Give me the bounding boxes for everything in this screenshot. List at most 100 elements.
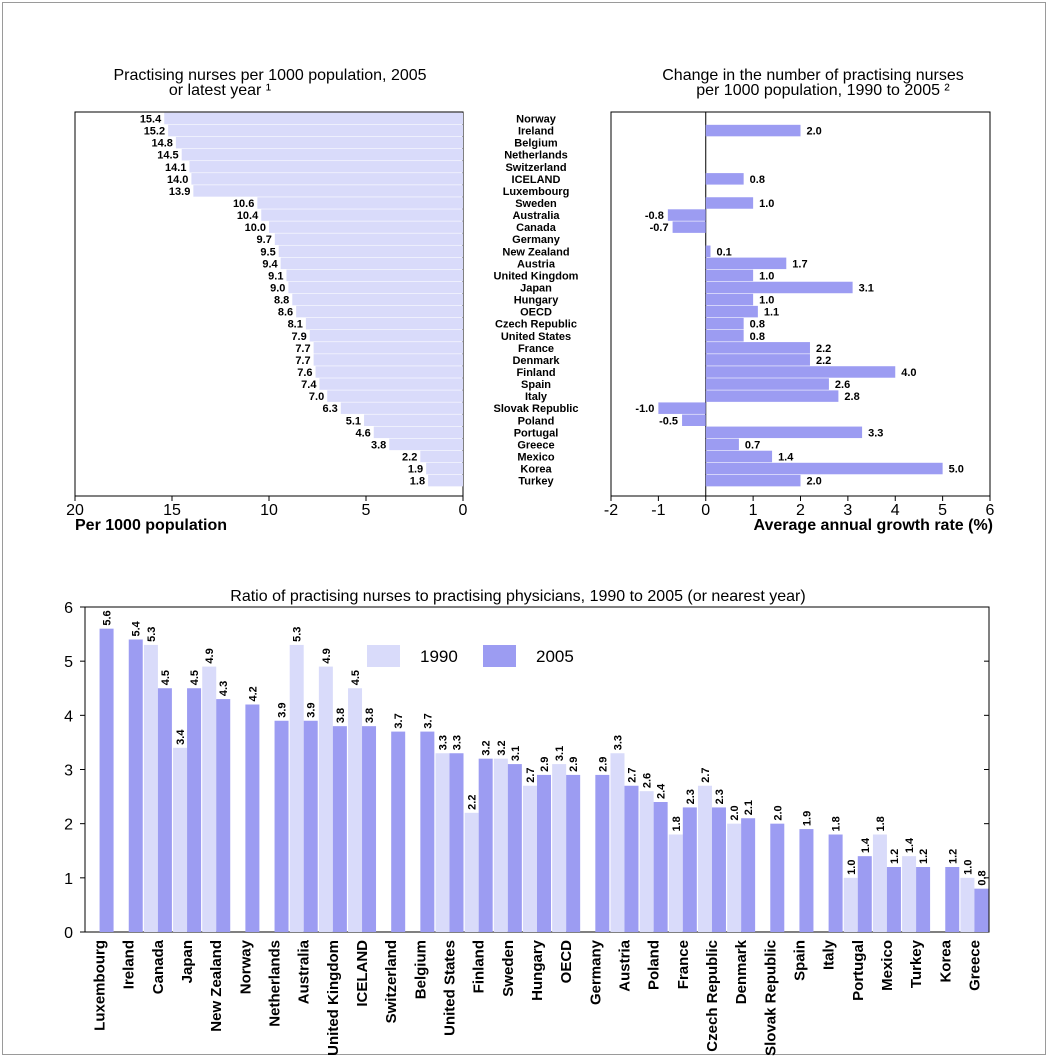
ratio-value-label-2005: 5.6 — [102, 610, 114, 625]
ratio-value-label-1990: 5.3 — [292, 627, 304, 642]
ratio-value-label-1990: 3.2 — [496, 740, 508, 755]
ratio-value-label-1990: 3.4 — [175, 729, 187, 745]
growth-bar-poland — [682, 414, 706, 426]
density-value-label: 15.4 — [140, 114, 162, 126]
density-chart-subtitle: or latest year ¹ — [169, 82, 271, 99]
growth-value-label: 1.1 — [764, 307, 779, 319]
density-value-label: 3.8 — [371, 439, 386, 451]
density-bar-oecd — [296, 305, 463, 318]
ratio-x-label-canada: Canada — [150, 939, 167, 994]
ratio-y-tick-label: 3 — [64, 763, 73, 780]
ratio-x-label-greece: Greece — [966, 940, 983, 991]
ratio-y-tick-label: 2 — [64, 817, 73, 834]
density-bar-spain — [319, 378, 463, 390]
ratio-value-label-1990: 3.1 — [554, 746, 566, 761]
ratio-value-label-2005: 4.3 — [218, 681, 230, 696]
growth-bar-greece — [705, 438, 739, 451]
density-value-label: 9.0 — [270, 282, 285, 294]
ratio-value-label-2005: 2.3 — [685, 789, 697, 804]
growth-bar-oecd — [705, 305, 758, 318]
ratio-value-label-2005: 5.4 — [131, 620, 143, 636]
growth-bar-hungary — [705, 293, 754, 306]
ratio-bar-1990-turkey — [902, 856, 917, 932]
ratio-bar-1990-denmark — [727, 823, 742, 932]
density-bar-turkey — [428, 474, 463, 487]
density-value-label: 8.8 — [274, 295, 289, 307]
growth-value-label: 4.0 — [901, 367, 916, 379]
country-label-korea: Korea — [520, 464, 552, 476]
ratio-value-label-1990: 3.3 — [612, 735, 624, 750]
ratio-x-label-norway: Norway — [237, 939, 254, 994]
ratio-bar-2005-united-states — [449, 753, 464, 932]
ratio-value-label-2005: 2.4 — [656, 783, 668, 799]
growth-bar-slovak-republic — [658, 402, 706, 414]
country-label-luxembourg: Luxembourg — [503, 186, 570, 198]
growth-value-label: -0.8 — [645, 210, 664, 222]
density-x-axis-label: Per 1000 population — [75, 517, 227, 534]
density-bar-italy — [327, 390, 463, 402]
country-label-france: France — [518, 343, 554, 355]
growth-chart-title: Change in the number of practising nurse… — [662, 67, 964, 84]
country-label-united-kingdom: United Kingdom — [494, 270, 579, 282]
density-bar-austria — [280, 257, 463, 270]
growth-value-label: 0.1 — [716, 246, 731, 258]
ratio-bar-2005-ireland — [128, 639, 143, 932]
ratio-bar-2005-norway — [245, 704, 260, 932]
growth-value-label: 5.0 — [949, 464, 964, 476]
ratio-value-label-2005: 3.9 — [277, 702, 289, 717]
ratio-x-label-spain: Spain — [791, 940, 808, 981]
ratio-bar-2005-korea — [945, 867, 960, 932]
country-label-norway: Norway — [516, 114, 557, 126]
ratio-value-label-1990: 2.7 — [525, 767, 537, 782]
density-value-label: 10.0 — [245, 222, 266, 234]
ratio-bar-1990-new-zealand — [202, 666, 217, 932]
density-value-label: 10.4 — [237, 210, 259, 222]
ratio-value-label-2005: 1.2 — [889, 849, 901, 864]
ratio-value-label-2005: 1.2 — [918, 849, 930, 864]
growth-bar-italy — [705, 390, 839, 402]
density-bar-mexico — [420, 450, 463, 463]
country-label-portugal: Portugal — [514, 427, 559, 439]
ratio-value-label-2005: 2.3 — [714, 789, 726, 804]
ratio-bar-1990-portugal — [843, 877, 858, 932]
ratio-x-label-belgium: Belgium — [412, 940, 429, 999]
country-label-spain: Spain — [521, 379, 551, 391]
ratio-bar-2005-finland — [478, 758, 493, 932]
density-value-label: 14.8 — [151, 138, 172, 150]
ratio-x-label-switzerland: Switzerland — [383, 940, 400, 1023]
ratio-bar-2005-sweden — [507, 764, 522, 932]
ratio-bar-2005-france — [682, 807, 697, 932]
ratio-bar-2005-poland — [653, 802, 668, 932]
ratio-value-label-1990: 4.9 — [321, 648, 333, 663]
density-bar-greece — [389, 438, 463, 451]
density-value-label: 4.6 — [355, 427, 370, 439]
density-value-label: 9.7 — [257, 234, 272, 246]
ratio-value-label-1990: 5.3 — [146, 627, 158, 642]
ratio-bar-2005-greece — [974, 888, 989, 932]
density-bar-korea — [426, 462, 463, 475]
ratio-bar-1990-oecd — [552, 764, 567, 932]
density-value-label: 2.2 — [402, 451, 417, 463]
density-value-label: 6.3 — [322, 403, 337, 415]
density-value-label: 14.5 — [157, 150, 178, 162]
growth-value-label: 1.0 — [759, 270, 774, 282]
ratio-bar-2005-germany — [595, 774, 610, 932]
ratio-bar-2005-united-kingdom — [332, 726, 347, 932]
country-label-iceland: ICELAND — [512, 174, 561, 186]
ratio-bar-2005-turkey — [916, 867, 931, 932]
ratio-value-label-1990: 2.6 — [642, 773, 654, 788]
ratio-bar-2005-mexico — [886, 867, 901, 932]
density-value-label: 8.6 — [278, 307, 293, 319]
growth-bar-korea — [705, 462, 943, 475]
ratio-bar-2005-luxembourg — [99, 628, 114, 932]
growth-bar-france — [705, 342, 810, 354]
growth-x-tick-label: -2 — [604, 502, 618, 519]
country-label-greece: Greece — [517, 439, 554, 451]
legend-label-2005: 2005 — [536, 647, 574, 666]
density-bar-czech-republic — [305, 317, 463, 330]
growth-x-tick-label: 1 — [749, 502, 758, 519]
ratio-legend: 1990 2005 — [367, 645, 574, 667]
country-labels: NorwayIrelandBelgiumNetherlandsSwitzerla… — [494, 114, 579, 488]
ratio-x-label-slovak-republic: Slovak Republic — [762, 940, 779, 1056]
country-label-japan: Japan — [520, 282, 552, 294]
